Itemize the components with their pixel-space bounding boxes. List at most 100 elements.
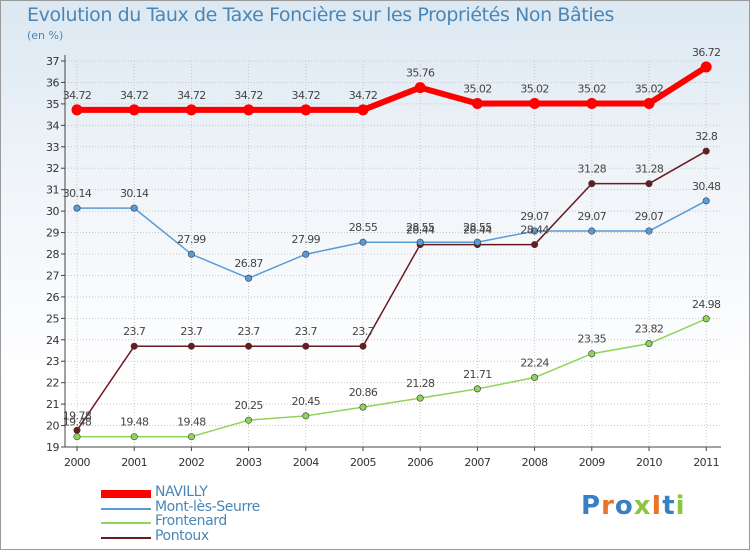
point-mont-2001	[130, 204, 138, 212]
data-label-mont-2002: 27.99	[177, 233, 206, 246]
x-tick-label-2003: 2003	[236, 456, 262, 469]
chart-title: Evolution du Taux de Taxe Foncière sur l…	[27, 4, 615, 26]
point-frontenard-2004	[302, 412, 310, 420]
point-navilly-2001	[128, 104, 140, 116]
y-tick-label-32: 32	[46, 162, 59, 175]
x-tick-label-2002: 2002	[178, 456, 204, 469]
point-frontenard-2005	[359, 403, 367, 411]
y-tick-label-26: 26	[46, 291, 59, 304]
point-frontenard-2011	[702, 315, 710, 323]
legend-swatch-pontoux	[101, 536, 151, 539]
x-tick-label-2007: 2007	[464, 456, 490, 469]
point-pontoux-2002	[187, 342, 195, 350]
logo-letter: r	[601, 491, 615, 521]
data-label-frontenard-2009: 23.35	[578, 333, 607, 346]
legend-swatch-navilly	[101, 490, 151, 498]
y-tick-label-28: 28	[46, 248, 59, 261]
data-label-mont-2007: 28.55	[463, 221, 492, 234]
point-pontoux-2010	[645, 180, 653, 188]
data-label-navilly-2006: 35.76	[406, 67, 435, 80]
point-navilly-2010	[643, 97, 655, 109]
point-frontenard-2001	[130, 433, 138, 441]
legend-label-navilly: NAVILLY	[155, 484, 208, 500]
y-tick-label-27: 27	[46, 269, 59, 282]
x-tick-label-2011: 2011	[693, 456, 719, 469]
data-label-navilly-2000: 34.72	[63, 89, 92, 102]
data-label-mont-2004: 27.99	[292, 233, 321, 246]
point-navilly-2004	[300, 104, 312, 116]
y-tick-label-34: 34	[46, 119, 59, 132]
data-label-mont-2011: 30.48	[692, 180, 721, 193]
data-label-pontoux-2008: 28.44	[520, 224, 549, 237]
data-label-navilly-2009: 35.02	[578, 82, 607, 95]
point-pontoux-2004	[302, 342, 310, 350]
data-label-navilly-2002: 34.72	[177, 89, 206, 102]
data-label-frontenard-2004: 20.45	[292, 395, 321, 408]
logo-letter: I	[651, 491, 663, 521]
point-mont-2002	[187, 250, 195, 258]
y-tick-label-25: 25	[46, 312, 59, 325]
y-tick-label-20: 20	[46, 420, 59, 433]
point-frontenard-2002	[187, 433, 195, 441]
point-frontenard-2007	[473, 385, 481, 393]
legend-label-pontoux: Pontoux	[155, 527, 209, 544]
point-pontoux-2001	[130, 342, 138, 350]
point-mont-2007	[473, 238, 481, 246]
point-frontenard-2010	[645, 340, 653, 348]
data-labels: 34.72 34.72 34.72 34.72 34.72 34.72 35.76 35.02…	[63, 46, 722, 429]
data-label-frontenard-2000: 19.48	[63, 416, 92, 429]
data-label-frontenard-2005: 20.86	[349, 386, 378, 399]
logo-letter: i	[675, 491, 686, 521]
data-label-frontenard-2011: 24.98	[692, 298, 721, 311]
data-label-mont-2006: 28.55	[406, 221, 435, 234]
data-label-navilly-2005: 34.72	[349, 89, 378, 102]
data-label-pontoux-2003: 23.7	[238, 325, 261, 338]
data-label-pontoux-2000: 19.78	[63, 409, 92, 422]
data-label-pontoux-2007: 28.44	[463, 224, 492, 237]
point-pontoux-2009	[588, 180, 596, 188]
y-tick-label-30: 30	[46, 205, 59, 218]
x-tick-label-2005: 2005	[350, 456, 376, 469]
legend-swatch-frontenard	[101, 522, 151, 524]
data-label-pontoux-2006: 28.44	[406, 224, 435, 237]
point-mont-2011	[702, 197, 710, 205]
data-label-mont-2003: 26.87	[234, 257, 263, 270]
x-tick-label-2006: 2006	[407, 456, 433, 469]
data-label-navilly-2004: 34.72	[292, 89, 321, 102]
point-frontenard-2008	[531, 374, 539, 382]
y-tick-label-29: 29	[46, 227, 59, 240]
data-label-frontenard-2001: 19.48	[120, 416, 149, 429]
data-label-mont-2001: 30.14	[120, 187, 149, 200]
y-tick-label-31: 31	[46, 184, 59, 197]
data-label-mont-2008: 29.07	[520, 210, 549, 223]
axes: 19 20 21 22 23 24 25 26 27 28 29 30 31 32 33 34 35 36 37 20…	[46, 55, 721, 469]
point-pontoux-2011	[702, 147, 710, 155]
logo-letter: x	[633, 491, 652, 521]
data-label-mont-2009: 29.07	[578, 210, 607, 223]
point-mont-2008	[531, 227, 539, 235]
y-tick-label-37: 37	[46, 55, 59, 68]
chart-subtitle: (en %)	[27, 29, 64, 42]
point-mont-2006	[416, 238, 424, 246]
y-tick-label-21: 21	[46, 398, 59, 411]
point-mont-2005	[359, 238, 367, 246]
data-label-pontoux-2002: 23.7	[180, 325, 203, 338]
legend-label-frontenard: Frontenard	[155, 513, 227, 529]
y-tick-label-33: 33	[46, 141, 59, 154]
point-mont-2009	[588, 227, 596, 235]
logo-letter: t	[662, 491, 676, 521]
y-tick-label-23: 23	[46, 355, 59, 368]
data-label-pontoux-2010: 31.28	[635, 163, 664, 176]
point-navilly-2000	[71, 104, 83, 116]
x-tick-label-2009: 2009	[579, 456, 605, 469]
series-line-mont	[77, 200, 707, 279]
x-tick-label-2004: 2004	[293, 456, 319, 469]
series-line-frontenard	[77, 318, 707, 438]
x-tick-label-2008: 2008	[522, 456, 548, 469]
data-label-pontoux-2005: 23.7	[352, 325, 375, 338]
series-line-navilly	[77, 64, 708, 113]
legend-label-mont-les-seurre: Mont-lès-Seurre	[155, 498, 260, 515]
point-frontenard-2006	[416, 394, 424, 402]
data-label-navilly-2011: 36.72	[692, 46, 721, 59]
